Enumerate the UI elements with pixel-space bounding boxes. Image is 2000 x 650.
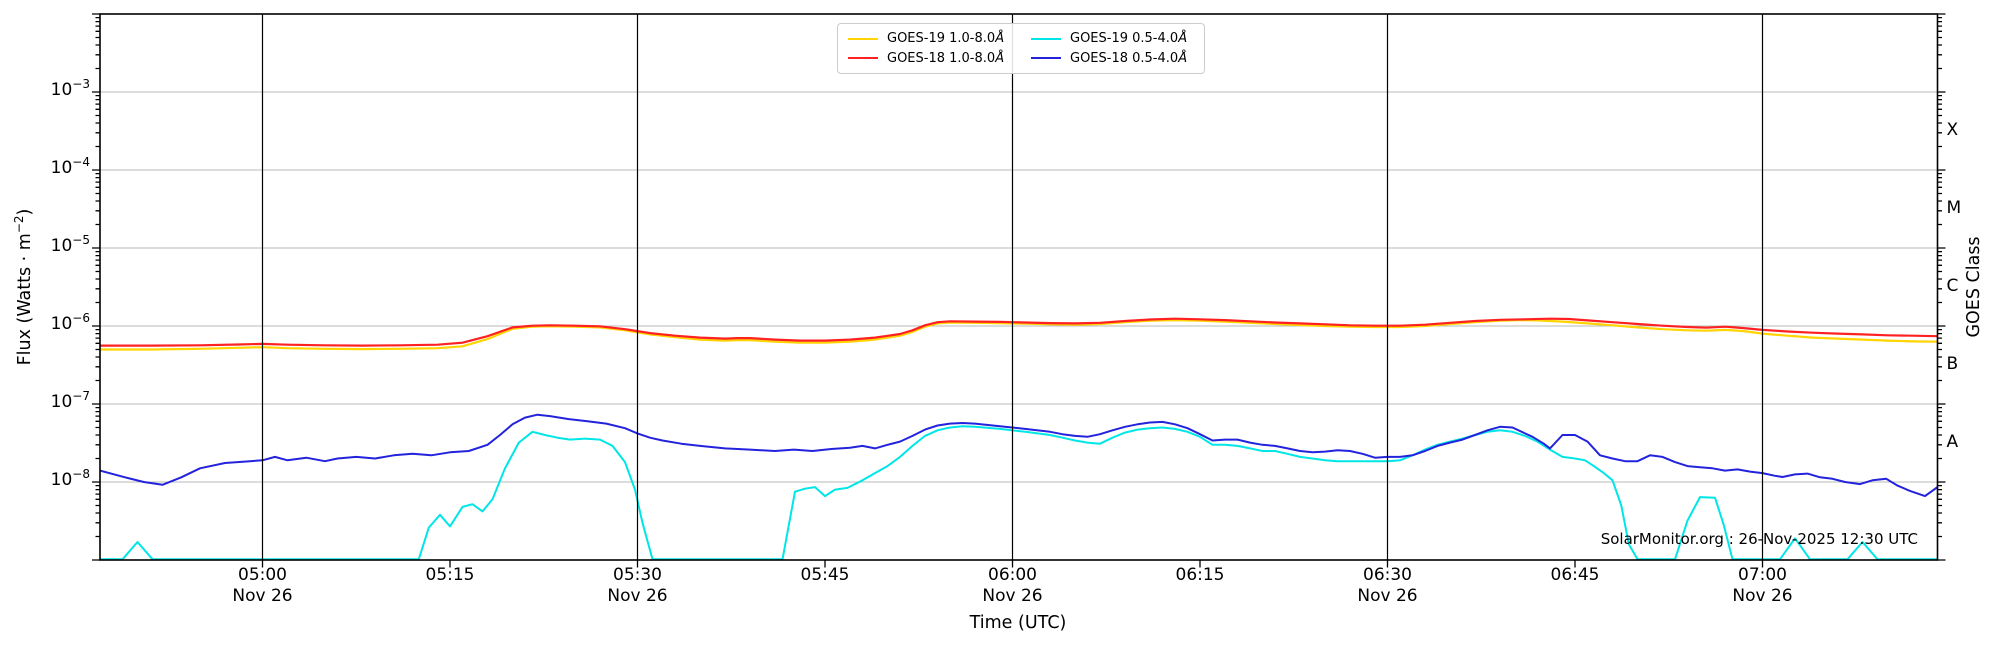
x-tick-time: 06:45 xyxy=(1550,565,1600,585)
goes-class-label-b: B xyxy=(1946,354,1959,374)
y-tick-label: 10−8 xyxy=(50,467,90,490)
curve-goes-18-0-5-4-0- xyxy=(100,413,1938,498)
y-tick-label: 10−4 xyxy=(50,155,90,178)
plot-border xyxy=(99,13,1939,561)
legend-label: GOES-18 0.5-4.0Å xyxy=(1070,50,1188,66)
x-tick-date: Nov 26 xyxy=(1732,586,1793,606)
x-tick-label: 05:00 Nov 26 xyxy=(213,565,313,607)
x-tick-time: 07:00 xyxy=(1738,565,1787,585)
goes-class-label-c: C xyxy=(1946,276,1959,296)
legend-line-swatch xyxy=(848,57,878,60)
x-tick-label: 06:15 xyxy=(1150,565,1250,586)
curve-goes-19-0-5-4-0- xyxy=(100,425,1938,560)
x-tick-time: 06:15 xyxy=(1175,565,1225,585)
watermark-text: SolarMonitor.org : 26-Nov-2025 12:30 UTC xyxy=(1600,530,1918,548)
legend-item: GOES-18 0.5-4.0Å xyxy=(1031,51,1194,66)
legend-line-swatch xyxy=(1031,57,1061,60)
x-tick-time: 06:30 xyxy=(1363,565,1412,585)
x-tick-label: 06:00 Nov 26 xyxy=(963,565,1063,607)
x-tick-time: 05:45 xyxy=(800,565,850,585)
y-tick-label: 10−7 xyxy=(50,389,90,412)
legend-label-unit: Å xyxy=(1178,50,1188,66)
legend-item: GOES-18 1.0-8.0Å xyxy=(848,51,1011,66)
legend-label: GOES-18 1.0-8.0Å xyxy=(887,50,1005,66)
legend-label: GOES-19 0.5-4.0Å xyxy=(1070,31,1188,47)
x-tick-date: Nov 26 xyxy=(1357,586,1418,606)
x-tick-date: Nov 26 xyxy=(607,586,668,606)
x-tick-label: 05:15 xyxy=(400,565,500,586)
y-tick-label: 10−3 xyxy=(50,77,90,100)
legend-line-swatch xyxy=(848,37,878,40)
goes-class-label-a: A xyxy=(1946,432,1959,452)
legend-line-swatch xyxy=(1031,37,1061,40)
goes-class-label-m: M xyxy=(1946,198,1962,218)
goes-class-label-x: X xyxy=(1946,120,1959,140)
x-tick-time: 05:30 xyxy=(613,565,662,585)
x-tick-label: 06:45 xyxy=(1525,565,1625,586)
legend-label-unit: Å xyxy=(995,50,1005,66)
curve-goes-18-1-0-8-0- xyxy=(100,317,1938,347)
x-tick-date: Nov 26 xyxy=(982,586,1043,606)
curve-goes-19-1-0-8-0- xyxy=(100,319,1938,351)
x-tick-date: Nov 26 xyxy=(232,586,293,606)
x-tick-time: 06:00 xyxy=(988,565,1037,585)
legend-item: GOES-19 0.5-4.0Å xyxy=(1031,31,1194,46)
legend-label-unit: Å xyxy=(995,31,1005,47)
x-axis-label: Time (UTC) xyxy=(969,613,1067,633)
axis-ticks xyxy=(92,13,1946,568)
x-tick-time: 05:00 xyxy=(238,565,287,585)
legend: GOES-19 1.0-8.0Å GOES-19 0.5-4.0Å GOES-18 … xyxy=(837,23,1205,74)
x-tick-label: 05:45 xyxy=(775,565,875,586)
y-tick-label: 10−5 xyxy=(50,233,90,256)
y-tick-label: 10−6 xyxy=(50,311,90,334)
legend-label-unit: Å xyxy=(1178,31,1188,47)
x-tick-label: 07:00 Nov 26 xyxy=(1713,565,1813,607)
x-tick-label: 05:30 Nov 26 xyxy=(588,565,688,607)
right-axis-label: GOES Class xyxy=(1964,236,1984,338)
legend-label: GOES-19 1.0-8.0Å xyxy=(887,31,1005,47)
y-axis-label: Flux (Watts · m−2) xyxy=(12,208,35,366)
legend-item: GOES-19 1.0-8.0Å xyxy=(848,31,1011,46)
x-tick-label: 06:30 Nov 26 xyxy=(1338,565,1438,607)
x-tick-time: 05:15 xyxy=(425,565,475,585)
